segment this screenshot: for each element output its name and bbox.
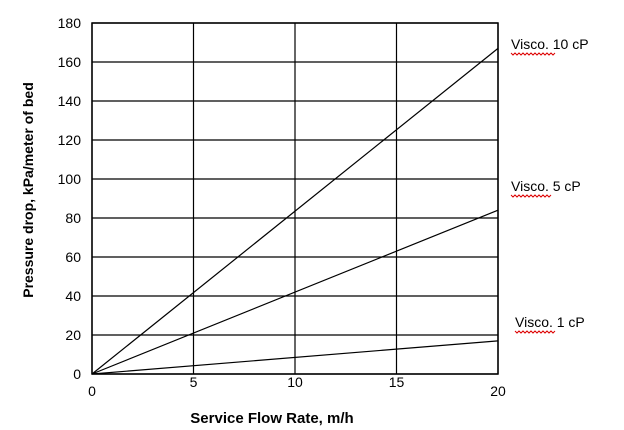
x-tick-label: 5 xyxy=(190,374,198,390)
y-tick-label: 120 xyxy=(58,132,82,148)
y-tick-label: 60 xyxy=(65,249,81,265)
x-tick-label: 15 xyxy=(389,374,405,390)
y-tick-label: 40 xyxy=(65,288,81,304)
x-tick-label: 0 xyxy=(88,383,96,399)
y-tick-label: 0 xyxy=(73,366,81,382)
series-line xyxy=(91,47,499,375)
y-axis-title: Pressure drop, kPa/meter of bed xyxy=(20,82,36,298)
x-tick-label: 10 xyxy=(287,374,303,390)
series-label: Visco. 10 cP xyxy=(511,36,589,52)
y-tick-label: 20 xyxy=(65,327,81,343)
series-lines xyxy=(91,47,499,375)
x-tick-labels: 0 5 10 15 20 xyxy=(88,374,506,399)
y-tick-label: 140 xyxy=(58,93,82,109)
spellcheck-squiggle xyxy=(510,52,556,56)
series-labels: Visco. 10 cP Visco. 5 cP Visco. 1 cP xyxy=(510,36,589,334)
x-axis-title: Service Flow Rate, m/h xyxy=(190,410,353,427)
y-tick-label: 100 xyxy=(58,171,82,187)
y-tick-label: 160 xyxy=(58,54,82,70)
grid xyxy=(91,22,499,375)
x-tick-label: 20 xyxy=(490,383,506,399)
series-label: Visco. 1 cP xyxy=(515,314,585,330)
y-tick-labels: 0 20 40 60 80 100 120 140 160 180 xyxy=(58,15,82,382)
y-tick-label: 180 xyxy=(58,15,82,31)
series-line xyxy=(91,340,499,375)
spellcheck-squiggle xyxy=(514,330,556,334)
series-line xyxy=(91,209,499,375)
series-label: Visco. 5 cP xyxy=(511,178,581,194)
y-tick-label: 80 xyxy=(65,210,81,226)
spellcheck-squiggle xyxy=(510,194,552,198)
